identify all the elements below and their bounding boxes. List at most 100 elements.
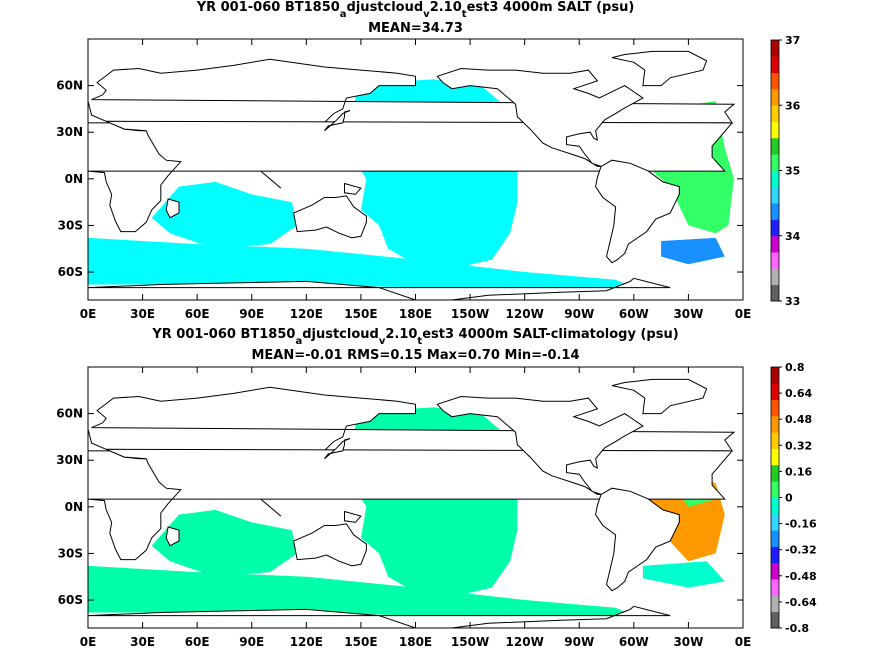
panel1: YR 001-060 BT1850adjustcloudv2.10test3 4… (56, 0, 800, 321)
panel2-colorbar-segment (771, 383, 779, 401)
panel1-colorbar-segment (771, 252, 779, 269)
panel2-ytick-label: 30N (56, 453, 83, 467)
panel2-colorbar-label: 0.8 (785, 361, 805, 374)
panel2-colorbar-segment (771, 595, 779, 613)
panel1-xtick-label: 120E (290, 307, 323, 321)
panel1-xtick-label: 60E (185, 307, 210, 321)
panel2-land-7 (324, 438, 351, 460)
panel2-region-south_atlantic (642, 561, 725, 588)
panel1-land-6 (88, 277, 671, 300)
panel1-colorbar-segment (771, 203, 779, 220)
panel1-title-part: v (423, 9, 430, 20)
panel1-map (88, 39, 743, 300)
panel2-colorbar-segment (771, 415, 779, 433)
panel2-colorbar-label: 0.32 (785, 439, 812, 452)
panel2-land-5 (611, 378, 708, 415)
panel2-colorbar-segment (771, 530, 779, 547)
panel1-xtick-label: 120W (506, 307, 544, 321)
panel1-ytick-label: 0N (65, 172, 83, 186)
panel1-ytick-label: 30N (56, 125, 83, 139)
panel2-xtick-label: 90E (239, 635, 264, 649)
panel1-xtick-label: 90E (239, 307, 264, 321)
panel1-title-part: a (340, 9, 347, 20)
panel2-region-indian_ocean (151, 509, 298, 577)
panel2-land-9 (260, 498, 282, 517)
panel1-colorbar-segment (771, 170, 779, 188)
panel2-xtick-label: 30W (673, 635, 703, 649)
panel1-colorbar-segment (771, 56, 779, 74)
panel2-xtick-label: 180E (399, 635, 432, 649)
panel2-xtick-label: 60W (619, 635, 649, 649)
panel1-xtick-label: 30E (130, 307, 155, 321)
panel2-colorbar-label: 0 (785, 492, 793, 505)
panel1-colorbar-segment (771, 88, 779, 106)
panel1-ytick-label: 60N (56, 79, 83, 93)
panel2-colorbar-segment (771, 399, 779, 417)
panel1-xtick-label: 150W (451, 307, 489, 321)
panel2-xtick-label: 0E (80, 635, 97, 649)
panel1-colorbar-segment (771, 137, 779, 155)
panel1-title-part: 2.10 (430, 0, 462, 15)
panel2-subtitle: MEAN=-0.01 RMS=0.15 Max=0.70 Min=-0.14 (251, 348, 579, 363)
panel1-xtick-label: 0E (735, 307, 752, 321)
panel2-colorbar-segment (771, 464, 779, 482)
panel2-colorbar-segment (771, 497, 779, 515)
panel1-colorbar-segment (771, 268, 779, 286)
panel2-xtick-label: 120E (290, 635, 323, 649)
panel1-land-9 (260, 170, 282, 189)
panel2-title-part: a (295, 336, 302, 347)
panel1-colorbar-label: 35 (785, 165, 800, 178)
panel1-colorbar-segment (771, 186, 779, 204)
panel1-colorbar-label: 34 (785, 230, 801, 243)
panel2-xtick-label: 60E (185, 635, 210, 649)
panel2-colorbar-label: 0.64 (785, 387, 812, 400)
panel2-title: YR 001-060 BT1850adjustcloudv2.10test3 4… (151, 327, 678, 347)
panel1-colorbar-segment (771, 40, 779, 57)
panel1-title-part: t (462, 9, 467, 20)
panel2-colorbar-segment (771, 611, 779, 629)
panel2-title-part: t (417, 336, 422, 347)
panel2-colorbar-label: -0.8 (785, 622, 809, 635)
panel1-title-part: est3 4000m SALT (psu) (467, 0, 635, 15)
panel1-colorbar-segment (771, 154, 779, 171)
panel1-colorbar-segment (771, 235, 779, 253)
panel1-title-part: djustcloud (347, 0, 424, 15)
panel1-colorbar-segment (771, 121, 779, 139)
panel1-xtick-label: 30W (673, 307, 703, 321)
panel1-colorbar-label: 36 (785, 99, 801, 112)
panel2-ytick-label: 30S (58, 546, 83, 560)
panel1-colorbar-label: 37 (785, 34, 800, 47)
panel2-title-part: 2.10 (385, 327, 417, 342)
panel1-ytick-label: 60S (58, 265, 83, 279)
panel1-land-2 (293, 195, 367, 239)
panel2-land-4 (595, 487, 680, 592)
panel2-xtick-label: 150W (451, 635, 489, 649)
panel2-colorbar-label: -0.64 (785, 596, 817, 609)
panel2-map (88, 367, 743, 628)
panel2-colorbar-segment (771, 546, 779, 564)
panel1-xtick-label: 60W (619, 307, 649, 321)
panel2-colorbar-segment (771, 579, 779, 596)
panel2-xtick-label: 0E (735, 635, 752, 649)
panel2-xtick-label: 90W (564, 635, 594, 649)
panel1-xtick-label: 150E (344, 307, 377, 321)
panel2-colorbar-label: -0.48 (785, 570, 817, 583)
panel2-colorbar-label: -0.32 (785, 544, 817, 557)
panel1-colorbar-segment (771, 72, 779, 90)
panel2-xtick-label: 120W (506, 635, 544, 649)
panel2-land-8 (165, 526, 180, 547)
panel2-colorbar-label: 0.16 (785, 465, 812, 478)
panel1-land-4 (595, 159, 680, 264)
panel2-land-10 (344, 510, 362, 523)
panel2-title-part: YR 001-060 BT1850 (151, 327, 295, 342)
panel2-colorbar-segment (771, 562, 779, 580)
panel1-colorbar-segment (771, 219, 779, 237)
panel1-subtitle: MEAN=34.73 (368, 21, 463, 36)
panel2-colorbar-segment (771, 367, 779, 384)
panel2-colorbar-segment (771, 481, 779, 498)
panel2-colorbar-segment (771, 513, 779, 531)
panel1-land-3 (436, 67, 644, 167)
panel2: YR 001-060 BT1850adjustcloudv2.10test3 4… (56, 327, 817, 649)
panel2-xtick-label: 150E (344, 635, 377, 649)
panel1-colorbar-segment (771, 105, 779, 122)
